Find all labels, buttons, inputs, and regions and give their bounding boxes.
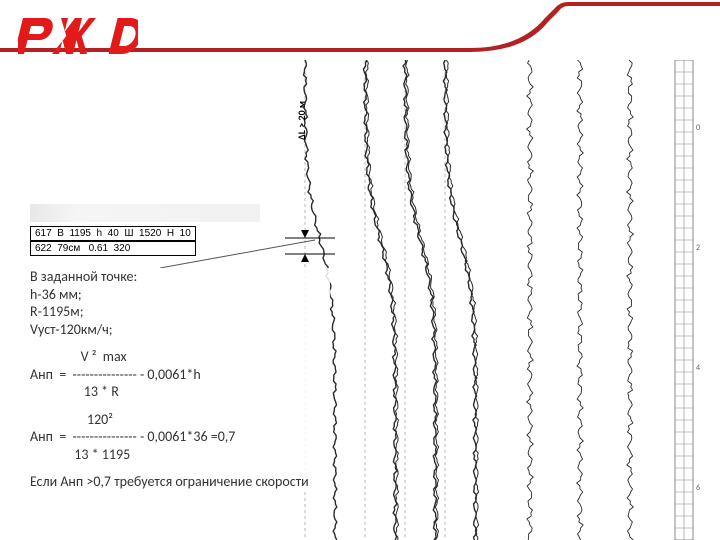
formula-2-bot: 13 * 1195 xyxy=(30,446,330,464)
given-line-2: h-36 мм; xyxy=(30,286,330,304)
scrub-strip xyxy=(30,204,260,222)
given-line-3: R-1195м; xyxy=(30,303,330,321)
calculation-text: В заданной точке: h-36 мм; R-1195м; Vуст… xyxy=(30,268,330,491)
given-line-1: В заданной точке: xyxy=(30,268,330,286)
leader-line xyxy=(160,238,320,268)
svg-text:6: 6 xyxy=(696,483,700,493)
delta-l-label: ΔL > 20 м xyxy=(295,101,308,140)
formula-1-bot: 13 * R xyxy=(30,383,330,401)
svg-text:4: 4 xyxy=(696,363,700,373)
given-line-4: Vуст-120км/ч; xyxy=(30,321,330,339)
formula-2-mid: Анп = --------------- - 0,0061*36 =0,7 xyxy=(30,428,330,446)
formula-2-top: 120² xyxy=(30,411,330,429)
formula-1-mid: Анп = --------------- - 0,0061*h xyxy=(30,366,330,384)
svg-text:2: 2 xyxy=(696,243,700,253)
svg-text:0: 0 xyxy=(696,123,700,133)
formula-1-top: V ² max xyxy=(30,348,330,366)
rzd-logo xyxy=(18,8,138,68)
conclusion: Если Анп >0,7 требуется ограничение скор… xyxy=(30,473,330,491)
